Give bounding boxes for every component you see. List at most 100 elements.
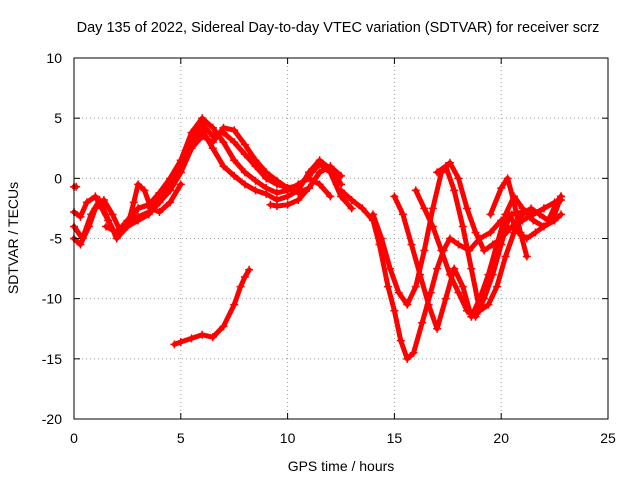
data-point — [497, 240, 506, 249]
x-tick-label: 5 — [177, 430, 185, 446]
data-point — [283, 200, 292, 209]
data-point — [518, 210, 527, 219]
data-point — [394, 288, 403, 297]
series-arc-12 — [433, 162, 566, 315]
data-point — [445, 234, 454, 243]
data-point — [398, 210, 407, 219]
data-point — [283, 183, 292, 192]
data-point — [411, 282, 420, 291]
y-tick-label: 5 — [54, 110, 62, 126]
data-point — [390, 192, 399, 201]
data-point — [337, 171, 345, 180]
data-point — [458, 222, 467, 231]
x-tick-label: 20 — [493, 430, 509, 446]
data-point — [208, 123, 217, 132]
data-point — [144, 210, 153, 219]
data-point — [503, 174, 512, 183]
data-point — [505, 210, 514, 219]
data-point — [187, 128, 196, 137]
data-point — [315, 168, 324, 177]
data-point — [454, 240, 463, 249]
data-point — [134, 216, 143, 225]
data-point — [480, 246, 489, 255]
data-point — [166, 198, 175, 207]
data-point — [535, 210, 544, 219]
data-point — [557, 192, 566, 201]
data-point — [501, 252, 510, 261]
data-point — [219, 123, 228, 132]
data-point — [315, 180, 324, 189]
y-tick-label: 0 — [54, 170, 62, 186]
data-point — [463, 306, 472, 315]
data-point — [208, 138, 217, 147]
data-point — [262, 183, 271, 192]
data-point — [445, 158, 454, 167]
data-point — [326, 192, 335, 201]
data-point — [272, 176, 281, 185]
data-point — [552, 198, 561, 207]
data-point — [219, 138, 228, 147]
data-point — [76, 212, 85, 221]
data-point — [176, 337, 185, 346]
data-point — [134, 204, 143, 213]
data-point — [208, 333, 217, 342]
data-point — [467, 264, 476, 273]
data-point — [326, 162, 335, 171]
data-point — [369, 210, 378, 219]
data-point — [76, 240, 85, 249]
x-tick-label: 10 — [280, 430, 296, 446]
data-point — [230, 171, 239, 180]
data-point — [454, 288, 463, 297]
data-point — [170, 340, 179, 349]
data-point — [403, 300, 412, 309]
data-point — [230, 156, 239, 165]
data-point — [383, 282, 392, 291]
data-point — [294, 188, 303, 197]
data-point — [539, 204, 548, 213]
data-point — [272, 202, 281, 211]
data-point — [230, 126, 239, 135]
data-point — [450, 264, 459, 273]
x-axis-label: GPS time / hours — [288, 458, 395, 474]
data-point — [463, 204, 472, 213]
data-point — [409, 348, 418, 357]
data-point — [492, 282, 501, 291]
data-point — [176, 180, 185, 189]
axis-ticks: 0 5 10 15 20 25 10 5 0 -5 -10 -15 -20 — [42, 50, 616, 446]
data-point — [187, 334, 196, 343]
data-point — [198, 114, 207, 123]
data-point — [445, 270, 454, 279]
series-arc-6 — [266, 162, 345, 211]
data-point — [155, 188, 164, 197]
data-point — [187, 144, 196, 153]
y-tick-label: -5 — [50, 231, 63, 247]
data-point — [176, 168, 185, 177]
data-point — [72, 182, 81, 191]
data-point — [531, 228, 540, 237]
data-point — [433, 324, 442, 333]
data-point — [129, 198, 138, 207]
data-point — [386, 264, 395, 273]
data-point — [516, 228, 525, 237]
data-point — [245, 265, 254, 274]
data-point — [390, 306, 399, 315]
data-point — [441, 294, 450, 303]
series-arc-14 — [70, 182, 81, 191]
data-point — [108, 210, 117, 219]
data-point — [424, 300, 433, 309]
series-arc-13 — [486, 174, 531, 261]
data-point — [251, 186, 260, 195]
data-point — [475, 306, 484, 315]
data-point — [529, 216, 538, 225]
data-point — [230, 300, 239, 309]
data-point — [510, 198, 519, 207]
data-point — [102, 222, 111, 231]
y-tick-label: -10 — [42, 291, 62, 307]
data-point — [198, 132, 207, 141]
data-point — [272, 188, 281, 197]
data-point — [539, 222, 548, 231]
data-point — [166, 186, 175, 195]
data-point — [91, 192, 100, 201]
data-point — [337, 186, 345, 195]
data-point — [544, 216, 553, 225]
